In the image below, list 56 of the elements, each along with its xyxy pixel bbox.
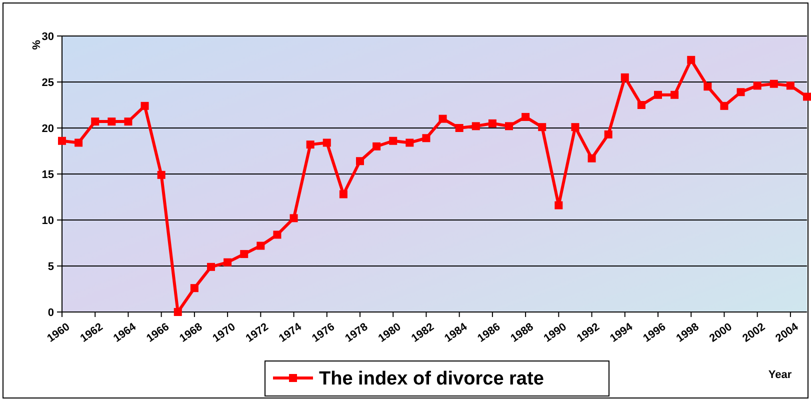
point [157, 170, 166, 179]
point [306, 140, 314, 149]
point [140, 102, 149, 110]
point [505, 122, 513, 130]
point [687, 56, 696, 64]
point [190, 284, 198, 292]
point [406, 138, 414, 147]
point [554, 201, 563, 210]
point [108, 118, 116, 126]
point [736, 88, 745, 96]
point [58, 136, 66, 145]
point [207, 262, 215, 271]
point [637, 101, 646, 109]
point [290, 214, 298, 222]
point [389, 136, 398, 145]
y-tick-label: 5 [48, 260, 54, 273]
point [472, 122, 480, 130]
point [670, 90, 679, 99]
x-axis-title: Year [768, 369, 792, 381]
point [538, 123, 546, 132]
point [91, 118, 100, 126]
point [588, 154, 596, 162]
point [422, 134, 430, 142]
y-axis-title: % [31, 40, 43, 50]
point [753, 82, 762, 90]
point [74, 138, 83, 147]
point [273, 230, 282, 239]
legend-label: The index of divorce rate [319, 368, 544, 390]
point [786, 82, 794, 90]
point [770, 80, 778, 88]
point [174, 308, 182, 316]
point [356, 157, 364, 166]
point [720, 102, 728, 110]
point [455, 124, 464, 132]
point [372, 142, 381, 150]
point [488, 119, 496, 128]
point [654, 90, 662, 99]
point [704, 82, 712, 91]
y-tick-label: 25 [42, 76, 54, 89]
point [522, 112, 530, 121]
point [240, 250, 248, 258]
point [322, 138, 331, 147]
point [256, 242, 265, 250]
y-tick-label: 15 [42, 168, 54, 181]
point [124, 118, 132, 126]
point [224, 258, 232, 266]
point [604, 130, 612, 138]
y-tick-label: 0 [48, 306, 54, 319]
point [438, 114, 447, 123]
y-tick-label: 30 [42, 30, 54, 43]
y-tick-label: 10 [42, 214, 54, 227]
point [620, 73, 629, 82]
point [803, 92, 811, 101]
y-tick-label: 20 [42, 122, 54, 135]
point [571, 123, 580, 132]
point [339, 190, 348, 198]
